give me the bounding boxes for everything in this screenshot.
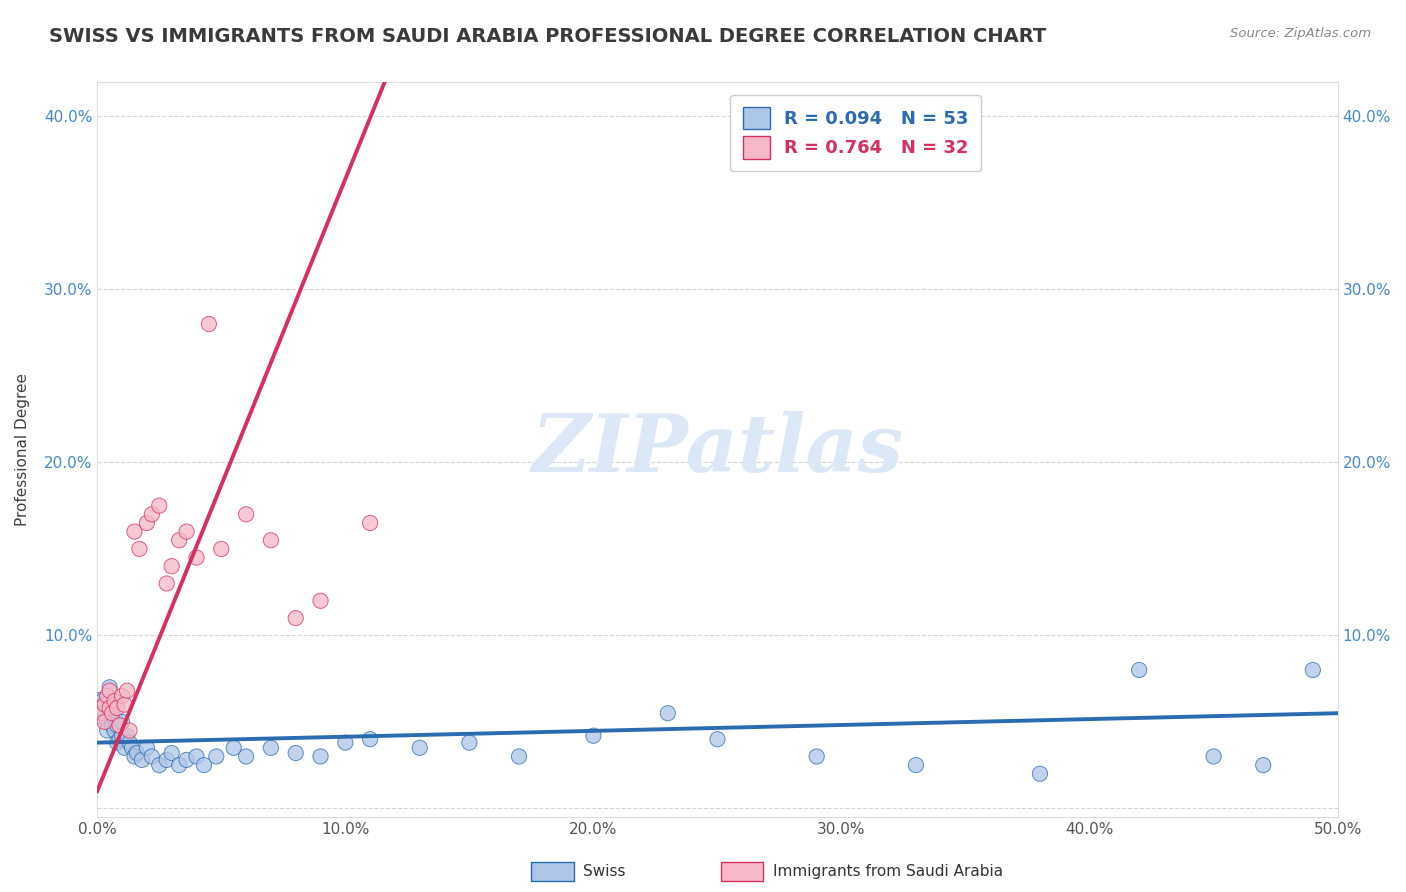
Point <box>101 718 124 732</box>
Point <box>104 723 127 738</box>
Point <box>222 740 245 755</box>
Point <box>1251 758 1274 772</box>
Point <box>104 711 127 725</box>
Point <box>135 740 157 755</box>
Point <box>121 740 143 755</box>
Point <box>156 576 179 591</box>
Point <box>309 594 332 608</box>
Point <box>1202 749 1225 764</box>
Point <box>706 732 728 747</box>
Point <box>105 718 128 732</box>
Point <box>89 701 111 715</box>
Point <box>1302 663 1324 677</box>
Text: ZIPatlas: ZIPatlas <box>531 410 904 488</box>
Legend: R = 0.094   N = 53, R = 0.764   N = 32: R = 0.094 N = 53, R = 0.764 N = 32 <box>730 95 981 171</box>
Point <box>359 732 381 747</box>
Point <box>156 753 179 767</box>
Point <box>508 749 530 764</box>
Point <box>111 714 134 729</box>
Point <box>176 753 198 767</box>
Point <box>96 723 118 738</box>
Point <box>235 749 257 764</box>
Point <box>141 749 163 764</box>
Point <box>101 706 124 721</box>
Point <box>148 499 170 513</box>
Point <box>160 559 183 574</box>
Point <box>118 736 141 750</box>
Point <box>93 714 115 729</box>
Point <box>284 611 307 625</box>
Point <box>98 701 121 715</box>
Point <box>335 736 357 750</box>
Point <box>141 508 163 522</box>
Point <box>108 732 131 747</box>
Point <box>105 736 128 750</box>
Point <box>131 753 153 767</box>
Point <box>114 740 136 755</box>
Point <box>101 698 124 712</box>
Point <box>125 746 148 760</box>
Point <box>98 680 121 694</box>
Point <box>91 706 114 721</box>
Point <box>186 550 208 565</box>
Point <box>309 749 332 764</box>
Point <box>93 706 115 721</box>
Point <box>198 317 221 331</box>
Point <box>806 749 828 764</box>
Point <box>114 698 136 712</box>
Point <box>284 746 307 760</box>
Text: Swiss: Swiss <box>583 864 626 879</box>
Point <box>167 533 190 548</box>
Point <box>96 714 118 729</box>
Point <box>118 723 141 738</box>
Point <box>176 524 198 539</box>
Point <box>359 516 381 530</box>
Point <box>91 694 114 708</box>
Point <box>186 749 208 764</box>
Point <box>124 524 146 539</box>
Point <box>124 749 146 764</box>
Point <box>209 541 232 556</box>
Point <box>111 689 134 703</box>
Point <box>167 758 190 772</box>
Point <box>657 706 679 721</box>
Text: Immigrants from Saudi Arabia: Immigrants from Saudi Arabia <box>773 864 1004 879</box>
Point <box>105 701 128 715</box>
Point <box>108 718 131 732</box>
Text: SWISS VS IMMIGRANTS FROM SAUDI ARABIA PROFESSIONAL DEGREE CORRELATION CHART: SWISS VS IMMIGRANTS FROM SAUDI ARABIA PR… <box>49 27 1046 45</box>
Point <box>111 729 134 743</box>
Point <box>582 729 605 743</box>
Point <box>160 746 183 760</box>
Y-axis label: Professional Degree: Professional Degree <box>15 373 30 526</box>
Point <box>96 689 118 703</box>
Point <box>115 683 138 698</box>
Point <box>115 729 138 743</box>
Point <box>205 749 228 764</box>
Point <box>135 516 157 530</box>
Point <box>409 740 432 755</box>
Point <box>104 694 127 708</box>
Point <box>193 758 215 772</box>
Point <box>904 758 927 772</box>
Point <box>98 683 121 698</box>
Point <box>260 533 283 548</box>
Point <box>89 701 111 715</box>
Point <box>458 736 481 750</box>
Point <box>98 706 121 721</box>
Point <box>235 508 257 522</box>
Point <box>1029 766 1052 780</box>
Point <box>93 698 115 712</box>
Point <box>260 740 283 755</box>
Text: Source: ZipAtlas.com: Source: ZipAtlas.com <box>1230 27 1371 40</box>
Point <box>128 541 150 556</box>
Point <box>148 758 170 772</box>
Point <box>1128 663 1150 677</box>
